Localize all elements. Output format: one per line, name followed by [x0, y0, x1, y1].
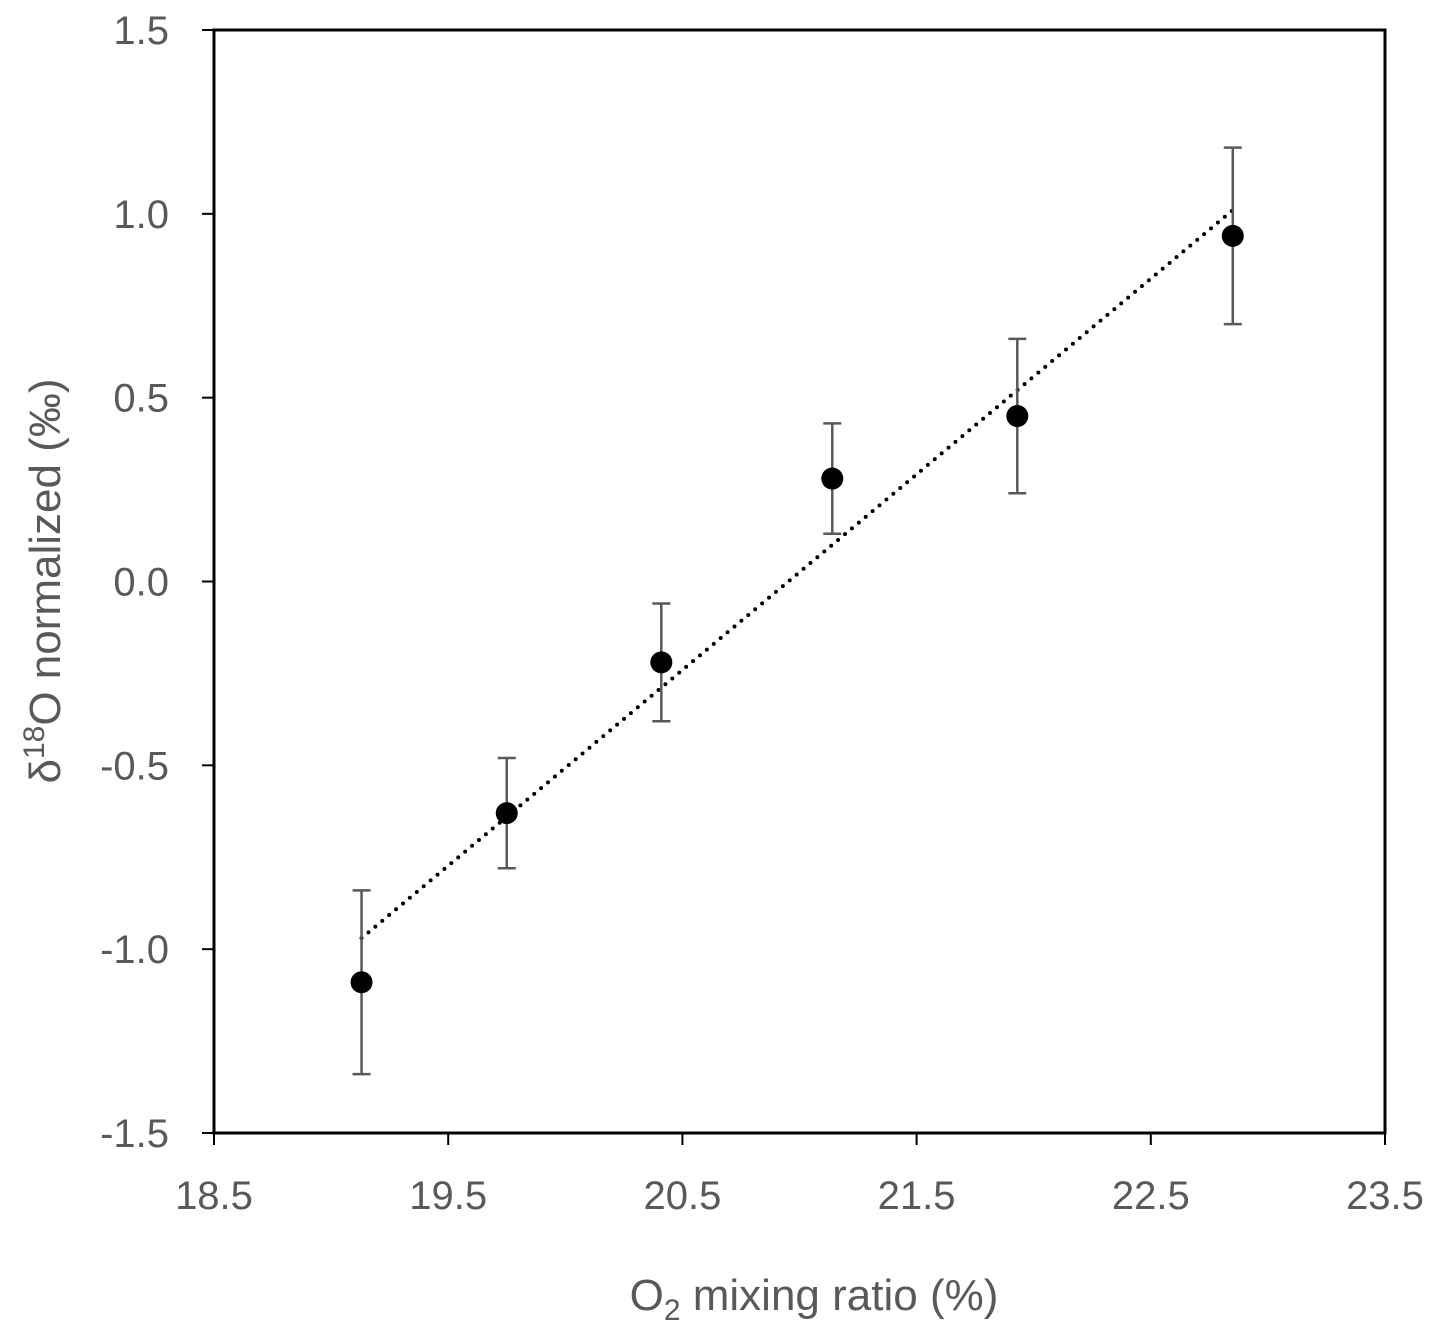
x-tick-label: 23.5 — [1346, 1174, 1424, 1218]
x-tick-label: 20.5 — [643, 1174, 721, 1218]
y-axis-ticks — [202, 29, 214, 1134]
data-points — [350, 224, 1244, 994]
data-point — [350, 971, 373, 994]
y-axis-tick-labels: 1.5 1.0 0.5 0.0 -0.5 -1.0 -1.5 — [100, 9, 169, 1156]
data-point — [821, 467, 844, 490]
y-tick-label: -0.5 — [100, 744, 169, 788]
data-point — [495, 802, 518, 825]
y-tick-label: -1.0 — [100, 928, 169, 972]
x-axis-title: O2 mixing ratio (%) — [630, 1271, 999, 1327]
x-tick-label: 21.5 — [878, 1174, 956, 1218]
y-axis-title: δ18O normalized (‰) — [18, 378, 70, 783]
y-tick-label: -1.5 — [100, 1112, 169, 1156]
x-tick-label: 19.5 — [409, 1174, 487, 1218]
x-axis-tick-labels: 18.5 19.5 20.5 21.5 22.5 23.5 — [175, 1174, 1424, 1218]
y-tick-label: 0.0 — [113, 561, 169, 605]
plot-area — [212, 28, 1387, 1135]
x-tick-label: 18.5 — [175, 1174, 253, 1218]
data-point — [1006, 405, 1029, 428]
x-tick-label: 22.5 — [1112, 1174, 1190, 1218]
data-point — [650, 651, 673, 674]
x-axis-ticks — [213, 1133, 1386, 1145]
y-tick-label: 0.5 — [113, 377, 169, 421]
data-point — [1221, 224, 1244, 247]
y-tick-label: 1.5 — [113, 9, 169, 53]
y-tick-label: 1.0 — [113, 193, 169, 237]
